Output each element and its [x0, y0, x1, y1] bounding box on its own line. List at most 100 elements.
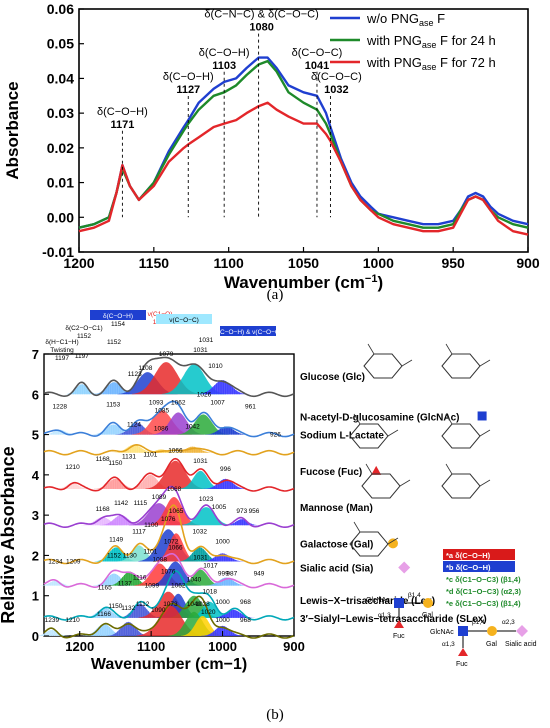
legend-note: *d δ(C1−O−C3) (α2,3): [446, 587, 522, 596]
peak-label: 1150: [108, 603, 122, 610]
x-tick-label-b: 1000: [208, 639, 237, 654]
galactose-symbol: [388, 538, 398, 549]
x-tick-label-b: 900: [283, 639, 305, 654]
peak-label: 1124: [127, 422, 141, 429]
peak-label: 1076: [161, 569, 176, 576]
x-tick-label: 900: [516, 255, 540, 271]
annotation-wavenumber: 1032: [324, 84, 348, 96]
molecule-bond: [479, 359, 491, 367]
spectrum-line: [43, 400, 295, 438]
peak-label: 1085: [155, 407, 170, 414]
sample-name: Mannose (Man): [300, 503, 373, 514]
chart-a: 1200 1150 1100 1050 1000 950 900 -0.01 0.00 0.01 0…: [3, 1, 540, 292]
top-annotation: δ(C2−O−C1): [65, 325, 102, 332]
peak-label: 1065: [169, 508, 184, 515]
fit-peak: [181, 615, 224, 636]
fit-peak: [154, 533, 198, 562]
fit-peak: [145, 460, 206, 489]
y-tick-label-b: 0: [32, 629, 39, 644]
y-tick-label-b: 1: [32, 589, 39, 604]
molecule-bond: [353, 413, 361, 425]
y-tick-label-b: 4: [32, 468, 40, 483]
x-tick-label: 1000: [363, 255, 394, 271]
series-line-2: [78, 59, 529, 229]
legend-note: *e δ(C1−O−C3) (β1,4): [446, 599, 521, 608]
y-tick-label: -0.01: [42, 244, 74, 260]
glycan-label: α1,3: [442, 641, 455, 648]
x-tick-label: 1200: [63, 255, 94, 271]
peak-label: 1228: [52, 403, 67, 410]
peak-label: 1152: [107, 339, 121, 346]
glcnac-block: [394, 598, 404, 608]
annotation-label: δ(C−O−H): [97, 106, 148, 118]
peak-label: 1020: [201, 609, 216, 616]
peak-label: 1239: [45, 617, 60, 624]
annotation-label: δ(C−O−C): [292, 47, 343, 59]
top-annotation: δ(C−O−H) & ν(C−O−C): [214, 329, 282, 336]
peak-label: 987: [226, 571, 237, 578]
peak-label: 1031: [193, 554, 208, 561]
molecule-bond: [387, 429, 399, 437]
note-box: [443, 549, 515, 560]
peak-label: 1005: [212, 504, 227, 511]
spectrum-line: [43, 595, 295, 639]
annotation-wavenumber: 1080: [249, 22, 273, 34]
legend-label: with PNGase F for 24 h: [366, 33, 496, 50]
sia-block: [516, 625, 528, 637]
peak-label: 1168: [96, 456, 110, 463]
annotation-wavenumber: 1127: [176, 84, 200, 96]
peak-label: 1093: [149, 399, 164, 406]
peak-label: 1031: [193, 347, 208, 354]
peak-label: 1000: [215, 599, 230, 606]
peak-label: 1132: [121, 605, 135, 612]
sample-name: Galactose (Gal): [300, 539, 373, 550]
sample-name: Sodium L-Lactate: [300, 431, 384, 442]
molecule-structure: [363, 353, 403, 379]
label-box: [156, 314, 212, 324]
fit-peak: [179, 470, 222, 489]
molecule-bond: [445, 413, 453, 425]
peak-label: 1210: [65, 617, 80, 624]
peak-label: 1197: [75, 353, 89, 360]
spectrum-line: [43, 553, 295, 589]
peak-label: 968: [240, 599, 251, 606]
peak-label: 968: [240, 617, 251, 624]
top-annotation: δ(H−C1−H): [45, 339, 78, 346]
series-line-1: [78, 56, 529, 229]
y-tick-label-b: 3: [32, 508, 39, 523]
molecule-structure: [361, 473, 401, 499]
glycan-label: GlcNAc: [366, 597, 390, 604]
legend-label: w/o PNGase F: [366, 11, 445, 28]
sample-name: 3′−Sialyl−Lewis−tetrasaccharide (SLex): [300, 614, 487, 625]
peak-label: 1026: [197, 391, 212, 398]
peak-label: 1152: [107, 552, 121, 559]
peak-label: 1116: [133, 575, 147, 582]
y-tick-label-b: 2: [32, 548, 39, 563]
x-tick-label: 1100: [213, 255, 244, 271]
peak-label: 1089: [152, 494, 167, 501]
legend-note: *b δ(C−O−H): [446, 563, 491, 572]
peak-label: 1100: [144, 522, 158, 529]
y-tick-label: 0.00: [47, 209, 74, 225]
annotation-wavenumber: 1041: [305, 60, 329, 72]
molecule-bond: [367, 343, 375, 355]
glycan-label: Fuc: [456, 661, 468, 668]
legend-note: *c δ(C1−O−C3) (β1,4): [446, 575, 521, 584]
peak-label: 1123: [128, 371, 142, 378]
y-axis-label: Absorbance: [3, 81, 22, 179]
peak-label: 1117: [132, 528, 146, 535]
y-tick-label-b: 5: [32, 428, 39, 443]
peak-label: 1137: [118, 581, 132, 588]
fuc-block: [394, 620, 404, 628]
peak-label: 1023: [199, 496, 214, 503]
spectrum-line: [43, 485, 295, 528]
fit-peak: [224, 519, 259, 526]
peak-label: 1040: [187, 601, 202, 608]
peak-label: 1032: [192, 528, 207, 535]
glycan-label: α1,3: [378, 612, 391, 619]
peak-label: 1234: [48, 558, 63, 565]
note-box: [443, 561, 515, 572]
top-annotation: 1031: [199, 337, 214, 344]
sample-name: Fucose (Fuc): [300, 467, 362, 478]
molecule-bond: [353, 521, 361, 533]
